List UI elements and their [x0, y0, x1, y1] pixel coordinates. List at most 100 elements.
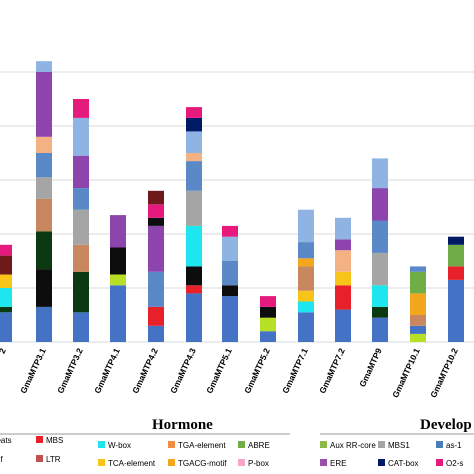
legend-swatch [98, 441, 105, 448]
bar-stack [298, 209, 314, 342]
legend-label: peats [0, 436, 12, 445]
bar-segment [36, 231, 52, 270]
bar-segment [298, 301, 314, 313]
x-tick-label: GmaMTP5.1 [204, 346, 234, 395]
legend-swatch [436, 441, 443, 448]
bar-segment [260, 296, 276, 307]
bar-segment [110, 215, 126, 248]
bar-segment [0, 274, 12, 288]
bar-segment [222, 236, 238, 261]
x-tick-label: GmaMTP5.2 [242, 346, 272, 395]
bar-segment [448, 279, 464, 342]
bar-segment [0, 312, 12, 342]
bar-segment [0, 288, 12, 307]
legend-swatch [320, 441, 327, 448]
bar-segment [372, 158, 388, 189]
bar-segment [148, 217, 164, 226]
legend-label: TGA-element [178, 441, 226, 450]
bar-segment [36, 306, 52, 342]
bar-segment [410, 325, 426, 334]
bar-segment [73, 99, 89, 118]
bar-segment [186, 117, 202, 132]
legend-title-hormone: Hormone [152, 417, 213, 433]
bar-segment [148, 306, 164, 326]
bar-segment [298, 242, 314, 259]
bar-segment [335, 217, 351, 240]
x-tick-labels: 2 GmaMTP3.1 GmaMTP3.2 GmaMTP4.1 GmaMTP4.2 Gma… [0, 346, 460, 399]
legend-swatch [36, 436, 43, 443]
bar-segment [372, 252, 388, 286]
legend-swatch [378, 441, 385, 448]
bar-segment [36, 136, 52, 153]
bar-segment [110, 247, 126, 275]
x-tick-label: GmaMTP9 [357, 346, 384, 388]
legend-swatch [320, 459, 327, 466]
bar-segment [148, 225, 164, 272]
legend-label: MBS [46, 436, 63, 445]
legend-label: W-box [108, 441, 131, 450]
bar-segment [73, 155, 89, 189]
x-tick-label: GmaMTP10.2 [428, 346, 460, 399]
bar-segment [298, 290, 314, 302]
bar-segment [298, 258, 314, 267]
bar-segment [372, 306, 388, 318]
bar-segment [298, 209, 314, 243]
bar-segment [148, 271, 164, 307]
legend-label: MBS1 [388, 441, 410, 450]
legend-swatch [436, 459, 443, 466]
legend-label: Aux RR-core [330, 441, 376, 450]
bar-segment [0, 244, 12, 256]
bar-stack [148, 190, 164, 342]
bar-segment [222, 261, 238, 286]
bar-segment [73, 271, 89, 313]
bar-segment [222, 296, 238, 342]
bar-segment [73, 209, 89, 245]
bar-segment [335, 239, 351, 251]
bar-stack [335, 217, 351, 342]
legend-swatch [378, 459, 385, 466]
bar-stack [73, 99, 89, 342]
bar-segment [186, 107, 202, 118]
bar-segment [372, 188, 388, 221]
bar-stack [448, 236, 464, 342]
x-tick-label: GmaMTP4.2 [130, 346, 160, 395]
bar-segment [372, 220, 388, 253]
bar-segment [186, 161, 202, 191]
legend-swatch [98, 459, 105, 466]
bar-segment [36, 153, 52, 178]
bar-segment [73, 117, 89, 156]
bar-segment [36, 177, 52, 199]
bar-segment [0, 255, 12, 275]
bar-stack [110, 215, 126, 342]
bar-segment [73, 188, 89, 210]
bar-segment [372, 317, 388, 342]
x-tick-label: GmaMTP3.2 [55, 346, 85, 395]
bar-segment [186, 225, 202, 267]
x-tick-label: GmaMTP3.1 [18, 346, 48, 395]
bar-segment [186, 153, 202, 162]
legend-label: CAT-box [388, 459, 419, 468]
bar-stack [186, 107, 202, 342]
bar-segment [298, 312, 314, 342]
legend-swatch [238, 459, 245, 466]
bar-segment [222, 225, 238, 237]
x-tick-label: 2 [0, 346, 8, 355]
bar-segment [36, 72, 52, 137]
bar-segment [410, 266, 426, 272]
bar-segment [186, 285, 202, 294]
bar-segment [186, 293, 202, 342]
bar-segment [110, 285, 126, 342]
legend: peats MBS otif LTR W-box TGA-element ABRE TCA-e… [0, 436, 463, 468]
bar-segment [36, 269, 52, 307]
bar-stack [410, 266, 426, 342]
bar-segment [410, 293, 426, 315]
bars-layer [0, 61, 464, 342]
bar-stack [260, 296, 276, 342]
legend-title-develop: Develop [420, 417, 472, 433]
bar-segment [0, 306, 12, 313]
bar-segment [410, 333, 426, 342]
legend-swatch [36, 455, 43, 462]
bar-segment [36, 61, 52, 72]
bar-stack [0, 244, 12, 342]
